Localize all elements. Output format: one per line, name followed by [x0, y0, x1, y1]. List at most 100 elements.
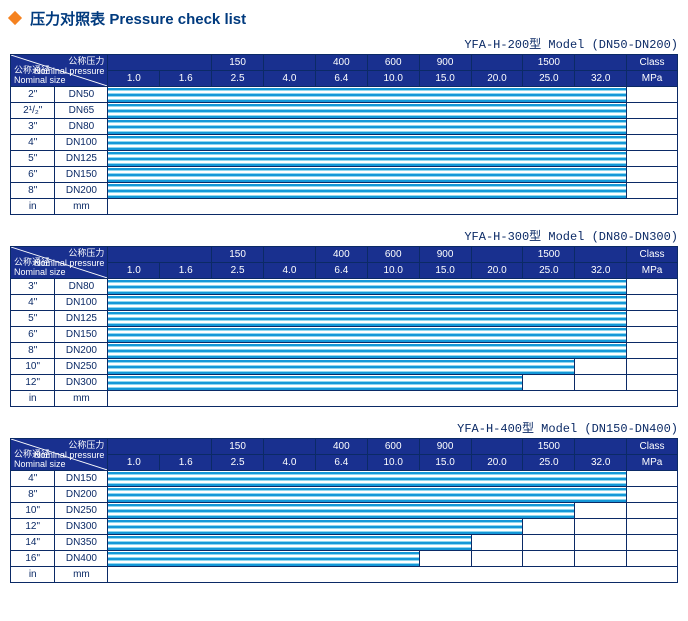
model-label: YFA-H-300型 Model (DN80-DN300)	[10, 227, 678, 244]
class-cell	[264, 55, 316, 71]
mpa-cell: 15.0	[419, 455, 471, 471]
mpa-cell: 4.0	[264, 71, 316, 87]
table-row: 12"DN300	[11, 375, 678, 391]
empty-cell	[627, 135, 678, 151]
table-row: 5"DN125	[11, 151, 678, 167]
header-corner: 公称压力Nominal pressure 公称通径Nominal size	[11, 247, 108, 279]
empty-cell	[523, 551, 575, 567]
size-in: 6"	[11, 327, 55, 343]
empty-cell	[575, 551, 627, 567]
class-cell: 1500	[523, 55, 575, 71]
size-in: 12"	[11, 375, 55, 391]
class-cell	[264, 439, 316, 455]
pressure-bar	[108, 119, 627, 135]
class-label: Class	[627, 247, 678, 263]
mpa-cell: 32.0	[575, 455, 627, 471]
class-cell: 900	[419, 55, 471, 71]
pressure-bar	[108, 103, 627, 119]
empty-cell	[575, 375, 627, 391]
pressure-bar	[108, 535, 471, 551]
table-row: 8"DN200	[11, 343, 678, 359]
size-dn: DN200	[55, 487, 108, 503]
size-dn: DN150	[55, 327, 108, 343]
mpa-cell: 32.0	[575, 263, 627, 279]
size-in: 5"	[11, 151, 55, 167]
empty-cell	[627, 183, 678, 199]
class-label: Class	[627, 439, 678, 455]
empty-cell	[575, 519, 627, 535]
footer-empty	[108, 567, 678, 583]
size-dn: DN150	[55, 167, 108, 183]
table-row: 3"DN80	[11, 279, 678, 295]
size-in: 2¹/₂"	[11, 103, 55, 119]
mpa-label: MPa	[627, 71, 678, 87]
empty-cell	[471, 551, 523, 567]
size-dn: DN80	[55, 279, 108, 295]
mpa-cell: 25.0	[523, 263, 575, 279]
pressure-bar	[108, 183, 627, 199]
mpa-cell: 4.0	[264, 263, 316, 279]
empty-cell	[627, 535, 678, 551]
empty-cell	[575, 535, 627, 551]
model-label: YFA-H-200型 Model (DN50-DN200)	[10, 35, 678, 52]
pressure-bar	[108, 487, 627, 503]
mpa-cell: 6.4	[315, 455, 367, 471]
mpa-cell: 15.0	[419, 71, 471, 87]
table-row: 4"DN100	[11, 135, 678, 151]
pressure-bar	[108, 503, 575, 519]
empty-cell	[627, 359, 678, 375]
empty-cell	[627, 103, 678, 119]
mpa-cell: 4.0	[264, 455, 316, 471]
mpa-label: MPa	[627, 455, 678, 471]
header-corner: 公称压力Nominal pressure 公称通径Nominal size	[11, 439, 108, 471]
size-in: 10"	[11, 359, 55, 375]
table-row: 8"DN200	[11, 487, 678, 503]
tables-container: YFA-H-200型 Model (DN50-DN200) 公称压力Nomina…	[10, 35, 678, 583]
mpa-cell: 25.0	[523, 71, 575, 87]
empty-cell	[627, 471, 678, 487]
unit-in: in	[11, 199, 55, 215]
unit-in: in	[11, 391, 55, 407]
class-cell	[575, 439, 627, 455]
table-row: 2¹/₂"DN65	[11, 103, 678, 119]
table-row: 14"DN350	[11, 535, 678, 551]
table-row: 6"DN150	[11, 327, 678, 343]
mpa-cell: 1.0	[108, 71, 160, 87]
mpa-cell: 10.0	[367, 455, 419, 471]
table-row: 3"DN80	[11, 119, 678, 135]
size-in: 4"	[11, 471, 55, 487]
empty-cell	[575, 503, 627, 519]
class-cell: 1500	[523, 439, 575, 455]
empty-cell	[627, 311, 678, 327]
mpa-cell: 10.0	[367, 71, 419, 87]
empty-cell	[419, 551, 471, 567]
class-cell	[471, 55, 523, 71]
title-cn: 压力对照表	[30, 11, 105, 28]
class-cell: 900	[419, 439, 471, 455]
footer-empty	[108, 199, 678, 215]
table-row: 6"DN150	[11, 167, 678, 183]
size-dn: DN80	[55, 119, 108, 135]
table-row: 4"DN100	[11, 295, 678, 311]
size-in: 14"	[11, 535, 55, 551]
pressure-bar	[108, 151, 627, 167]
class-cell: 400	[315, 439, 367, 455]
class-label: Class	[627, 55, 678, 71]
mpa-cell: 25.0	[523, 455, 575, 471]
empty-cell	[627, 119, 678, 135]
table-row: 16"DN400	[11, 551, 678, 567]
size-dn: DN100	[55, 295, 108, 311]
size-dn: DN350	[55, 535, 108, 551]
empty-cell	[575, 359, 627, 375]
empty-cell	[627, 343, 678, 359]
size-in: 3"	[11, 279, 55, 295]
size-dn: DN150	[55, 471, 108, 487]
size-dn: DN200	[55, 343, 108, 359]
class-cell: 150	[212, 439, 264, 455]
size-dn: DN125	[55, 311, 108, 327]
size-in: 3"	[11, 119, 55, 135]
pressure-bar	[108, 311, 627, 327]
pressure-bar	[108, 295, 627, 311]
empty-cell	[627, 551, 678, 567]
class-cell: 150	[212, 55, 264, 71]
